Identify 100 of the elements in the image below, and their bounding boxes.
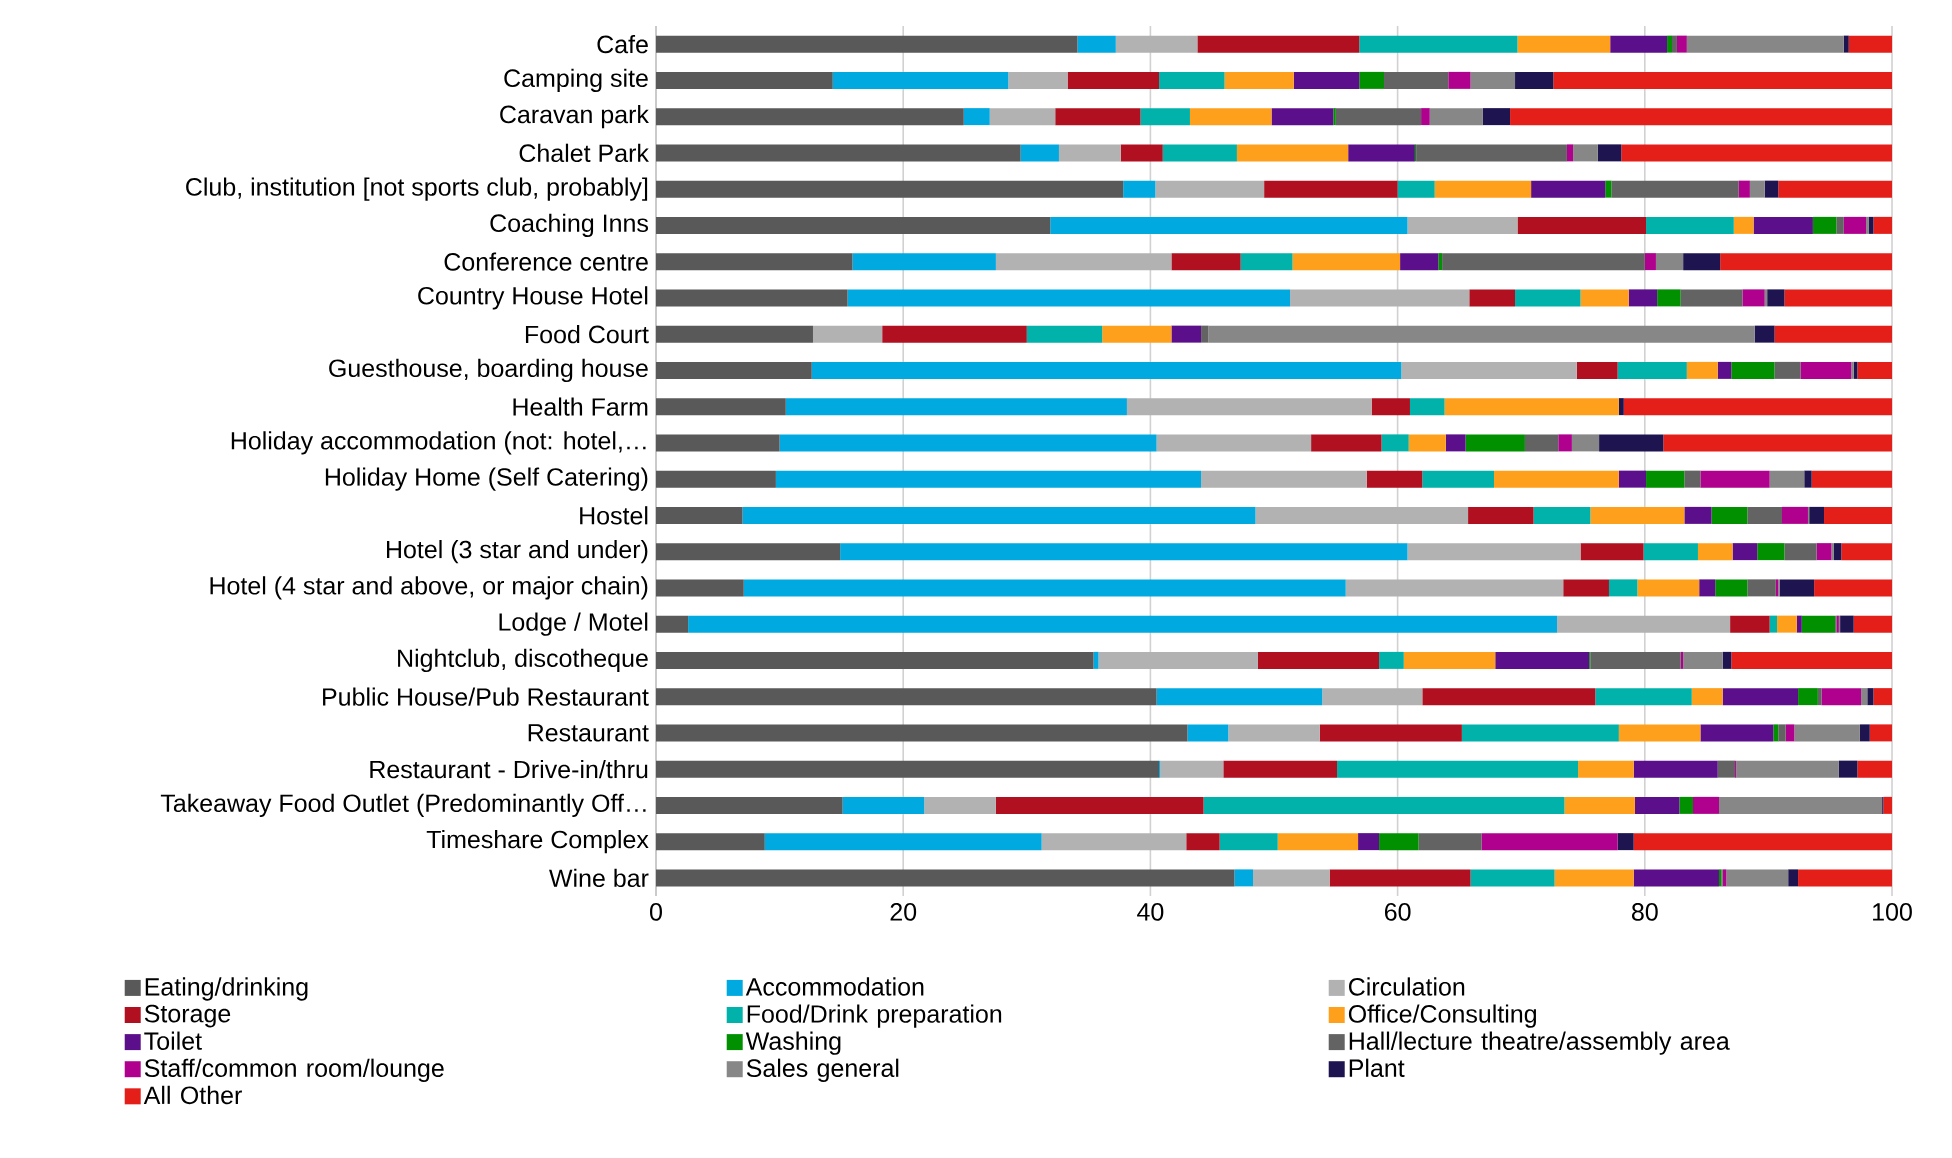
bar — [1693, 796, 1719, 814]
bar — [1754, 325, 1775, 343]
bar — [1277, 833, 1359, 851]
y-tick-label: Hostel — [580, 506, 648, 525]
bar — [1409, 398, 1445, 416]
bar — [1465, 434, 1525, 452]
bar — [1731, 651, 1893, 669]
legend-label: Food/Drink preparation — [747, 1004, 1002, 1028]
bar — [1515, 71, 1554, 89]
bar — [1553, 71, 1893, 89]
bar — [1319, 724, 1462, 742]
y-tick-label: Restaurant — [528, 724, 649, 742]
bar — [1438, 253, 1443, 271]
bar — [1186, 833, 1220, 851]
bar — [1599, 434, 1664, 452]
bar — [1442, 253, 1645, 271]
bar — [1733, 216, 1754, 234]
bar — [1578, 760, 1634, 778]
bar — [1208, 325, 1755, 343]
bar — [1517, 216, 1647, 234]
bar — [1798, 869, 1893, 887]
bar — [764, 833, 1042, 851]
y-tick-label: Lodge / Motel — [499, 612, 648, 636]
bar — [1041, 833, 1187, 851]
bar — [1171, 253, 1241, 271]
bar — [656, 180, 1124, 198]
bar — [1461, 724, 1619, 742]
bar — [1633, 869, 1719, 887]
bar — [1773, 724, 1779, 742]
bar — [1644, 253, 1656, 271]
bar — [779, 434, 1157, 452]
bar — [995, 796, 1204, 814]
bar — [1821, 688, 1862, 706]
bar — [1699, 579, 1716, 597]
bar — [1801, 615, 1836, 633]
bar — [1126, 398, 1372, 416]
bar — [1397, 180, 1435, 198]
bar — [1738, 180, 1750, 198]
bar — [1753, 216, 1813, 234]
legend-label: Washing — [745, 1031, 841, 1055]
bar — [1747, 506, 1783, 524]
bar — [1784, 543, 1817, 561]
bar — [1576, 361, 1618, 379]
bar — [656, 543, 841, 561]
bar — [1468, 506, 1534, 524]
y-tick-label: Camping site — [504, 68, 648, 93]
bar — [1796, 615, 1802, 633]
bar — [1800, 361, 1852, 379]
bar — [1510, 108, 1893, 126]
bar — [1123, 180, 1156, 198]
legend-label: Storage — [144, 1004, 231, 1028]
bar — [1418, 833, 1482, 851]
bar — [1676, 35, 1687, 53]
bar — [1684, 470, 1701, 488]
bar — [1833, 543, 1842, 561]
bar — [1580, 543, 1644, 561]
legend-label: Circulation — [1349, 977, 1465, 996]
bar — [1187, 724, 1229, 742]
bar — [1866, 216, 1869, 234]
bar — [1292, 253, 1401, 271]
bar — [1778, 180, 1893, 198]
bar — [656, 289, 848, 307]
bar — [1008, 71, 1068, 89]
bar — [1798, 688, 1818, 706]
bar — [1867, 688, 1874, 706]
legend-label: Office/Consulting — [1348, 1004, 1536, 1028]
bar — [1840, 615, 1854, 633]
bar — [1774, 361, 1801, 379]
legend-label: Plant — [1349, 1058, 1405, 1078]
bar — [1623, 398, 1893, 416]
bar — [1778, 724, 1786, 742]
bar — [1470, 869, 1555, 887]
bar — [1329, 869, 1471, 887]
bar — [1794, 724, 1860, 742]
bar — [1779, 579, 1815, 597]
bar — [1742, 289, 1765, 307]
bar — [1236, 144, 1349, 162]
bar — [656, 361, 812, 379]
bar — [1573, 144, 1598, 162]
bar — [1841, 543, 1893, 561]
bar — [1711, 506, 1748, 524]
bar — [1469, 289, 1516, 307]
bar — [1524, 434, 1559, 452]
bar — [1494, 470, 1619, 488]
bar — [1515, 289, 1581, 307]
bar — [1633, 833, 1893, 851]
bar — [1058, 144, 1121, 162]
bar — [1311, 434, 1382, 452]
bar — [1732, 543, 1758, 561]
bar — [656, 71, 833, 89]
bar — [1271, 108, 1334, 126]
bar — [1293, 71, 1360, 89]
bar — [656, 108, 964, 126]
legend-label: Hall/lecture theatre/assembly area — [1349, 1031, 1730, 1055]
bar — [812, 325, 883, 343]
bar — [1774, 325, 1893, 343]
bar — [656, 253, 853, 271]
bar — [1730, 615, 1770, 633]
legend-label: Toilet — [144, 1031, 202, 1050]
bar — [1403, 651, 1496, 669]
